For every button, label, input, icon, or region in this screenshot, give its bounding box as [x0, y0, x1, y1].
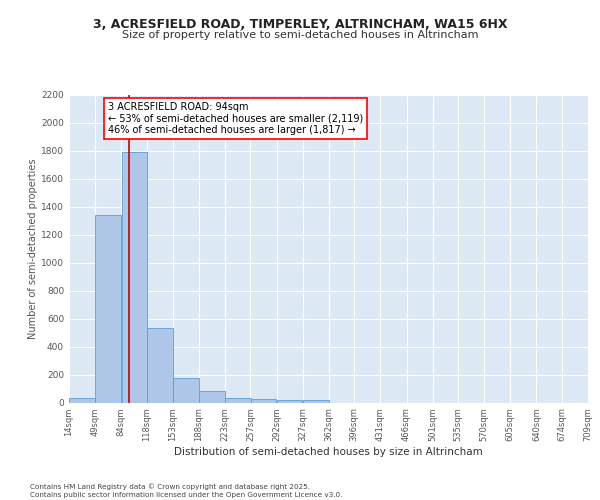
Text: Size of property relative to semi-detached houses in Altrincham: Size of property relative to semi-detach…: [122, 30, 478, 40]
Text: 3, ACRESFIELD ROAD, TIMPERLEY, ALTRINCHAM, WA15 6HX: 3, ACRESFIELD ROAD, TIMPERLEY, ALTRINCHA…: [93, 18, 507, 30]
Bar: [251, 399, 277, 402]
Bar: [226, 398, 251, 402]
X-axis label: Distribution of semi-detached houses by size in Altrincham: Distribution of semi-detached houses by …: [174, 447, 483, 457]
Bar: [277, 400, 302, 402]
Bar: [303, 400, 329, 402]
Bar: [69, 398, 95, 402]
Text: 3 ACRESFIELD ROAD: 94sqm
← 53% of semi-detached houses are smaller (2,119)
46% o: 3 ACRESFIELD ROAD: 94sqm ← 53% of semi-d…: [108, 102, 364, 135]
Text: Contains HM Land Registry data © Crown copyright and database right 2025.
Contai: Contains HM Land Registry data © Crown c…: [30, 484, 343, 498]
Bar: [173, 378, 199, 402]
Bar: [95, 215, 121, 402]
Bar: [199, 392, 225, 402]
Bar: [147, 328, 173, 402]
Y-axis label: Number of semi-detached properties: Number of semi-detached properties: [28, 158, 38, 339]
Bar: [122, 152, 147, 402]
